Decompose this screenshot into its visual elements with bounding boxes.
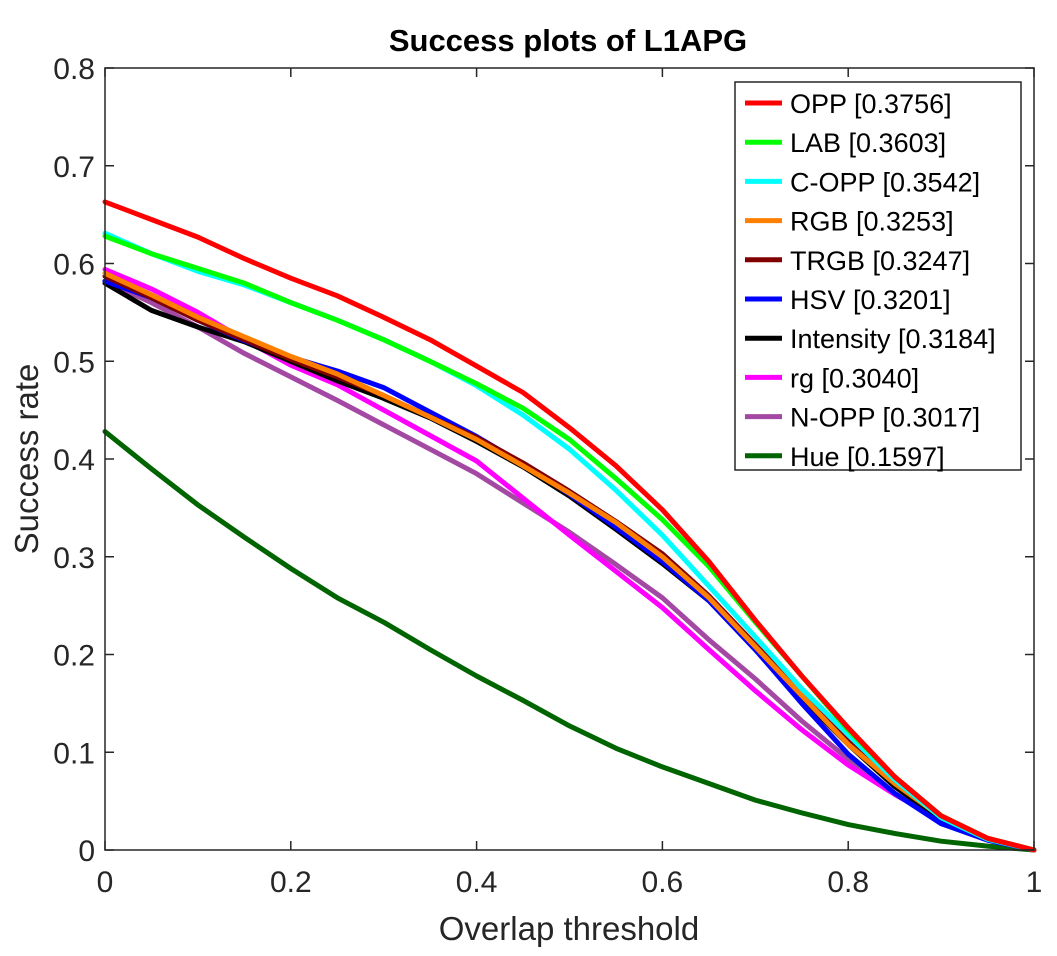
legend-label: Hue [0.1597] (790, 442, 945, 472)
legend-label: TRGB [0.3247] (790, 246, 970, 276)
legend-label: N-OPP [0.3017] (790, 403, 980, 433)
legend-label: C-OPP [0.3542] (790, 167, 980, 197)
legend-label: Intensity [0.3184] (790, 324, 996, 354)
legend-label: OPP [0.3756] (790, 89, 952, 119)
chart-title: Success plots of L1APG (389, 23, 747, 58)
series-line-opp (102, 199, 1037, 853)
y-tick-label: 0 (78, 835, 95, 868)
series-line-hue (102, 429, 1037, 853)
series-lines (102, 199, 1037, 853)
x-tick-label: 0.4 (456, 866, 498, 899)
y-tick-label: 0.6 (53, 249, 95, 282)
x-tick-label: 0 (97, 866, 114, 899)
legend-label: rg [0.3040] (790, 363, 919, 393)
y-tick-label: 0.4 (53, 444, 95, 477)
legend-label: HSV [0.3201] (790, 285, 951, 315)
series-line-rgb (102, 270, 1037, 853)
x-axis-label: Overlap threshold (439, 910, 699, 947)
y-axis-label: Success rate (8, 364, 45, 555)
y-tick-label: 0.8 (53, 53, 95, 86)
y-tick-label: 0.1 (53, 737, 95, 770)
legend: OPP [0.3756] LAB [0.3603] C-OPP [0.3542] RG… (734, 81, 1022, 472)
x-axis-ticks: 0 0.2 0.4 0.6 0.8 1 (97, 68, 1043, 899)
x-tick-label: 0.2 (270, 866, 312, 899)
legend-label: LAB [0.3603] (790, 128, 946, 158)
y-axis-ticks: 0 0.1 0.2 0.3 0.4 0.5 0.6 0.7 0.8 (53, 53, 1034, 868)
x-tick-label: 0.8 (827, 866, 869, 899)
y-tick-label: 0.3 (53, 542, 95, 575)
x-tick-label: 1 (1026, 866, 1043, 899)
legend-box (734, 81, 1022, 471)
x-tick-label: 0.6 (642, 866, 684, 899)
legend-label: RGB [0.3253] (790, 207, 954, 237)
y-tick-label: 0.5 (53, 346, 95, 379)
y-tick-label: 0.2 (53, 640, 95, 673)
y-tick-label: 0.7 (53, 151, 95, 184)
